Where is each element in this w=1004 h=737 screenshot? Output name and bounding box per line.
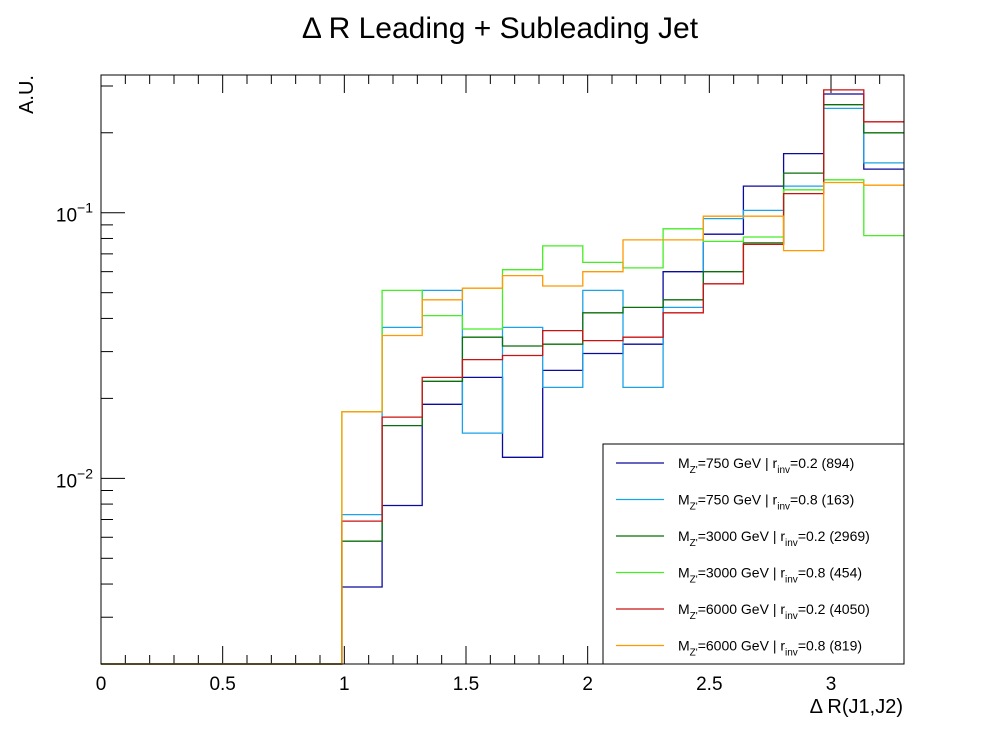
- y-tick-label: 10−1: [56, 200, 93, 227]
- legend-box: [602, 443, 905, 665]
- legend-label-6: MZ'=6000 GeV | rinv=0.8 (819): [678, 638, 862, 659]
- x-tick-label: 0: [96, 674, 107, 695]
- legend: MZ'=750 GeV | rinv=0.2 (894) MZ'=750 GeV …: [602, 443, 905, 665]
- y-axis-label: A.U.: [16, 75, 38, 114]
- x-tick-label: 2.5: [696, 674, 722, 695]
- legend-label-4: MZ'=3000 GeV | rinv=0.8 (454): [678, 565, 862, 586]
- legend-label-3: MZ'=3000 GeV | rinv=0.2 (2969): [678, 528, 870, 549]
- x-tick-label: 1.5: [453, 674, 479, 695]
- x-tick-label: 0.5: [209, 674, 235, 695]
- x-tick-label: 1: [339, 674, 350, 695]
- legend-label-1: MZ'=750 GeV | rinv=0.2 (894): [678, 455, 854, 476]
- x-axis-label: Δ R(J1,J2): [810, 696, 903, 718]
- legend-label-5: MZ'=6000 GeV | rinv=0.2 (4050): [678, 601, 870, 622]
- y-tick-label: 10−2: [56, 465, 93, 492]
- x-tick-label: 3: [826, 674, 837, 695]
- chart-title: Δ R Leading + Subleading Jet: [302, 12, 699, 45]
- x-tick-label: 2: [582, 674, 593, 695]
- plot-frame: [100, 74, 905, 665]
- legend-label-2: MZ'=750 GeV | rinv=0.8 (163): [678, 492, 854, 513]
